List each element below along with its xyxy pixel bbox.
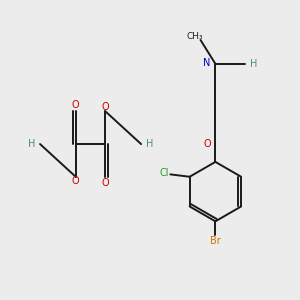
Text: H: H — [146, 139, 153, 149]
Text: O: O — [72, 100, 80, 110]
Text: O: O — [72, 176, 80, 186]
Text: O: O — [203, 139, 211, 149]
Text: O: O — [102, 178, 109, 188]
Text: N: N — [203, 58, 211, 68]
Text: H: H — [28, 139, 36, 149]
Text: O: O — [102, 102, 109, 112]
Text: Cl: Cl — [159, 168, 169, 178]
Text: CH₃: CH₃ — [186, 32, 203, 41]
Text: Br: Br — [210, 236, 221, 246]
Text: H: H — [250, 59, 257, 69]
